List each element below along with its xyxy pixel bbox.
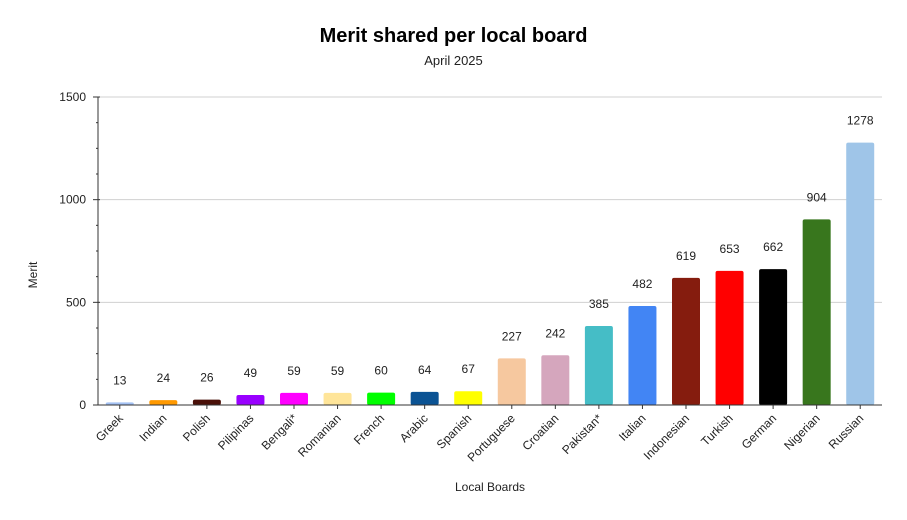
y-tick-label: 1000 [59,193,86,207]
data-label: 26 [200,371,214,385]
bar [584,325,613,405]
bar [846,142,875,406]
x-tick-label: Bengali* [259,411,301,453]
x-tick-label: Romanian [295,411,344,460]
bar [759,269,788,405]
bar [323,392,352,405]
x-tick-label: Indian [136,411,169,444]
data-label: 49 [244,366,258,380]
data-label: 59 [331,364,345,378]
y-axis-title: Merit [26,261,40,288]
data-label: 60 [374,364,388,378]
x-tick-label: Italian [616,411,649,444]
bar [715,270,744,405]
y-tick-label: 0 [79,398,86,412]
data-label: 64 [418,363,432,377]
bar [410,391,439,405]
bar [802,219,831,405]
bar [192,399,221,405]
labels: 0 500 1000 1500 13 Greek 24 Indian 26 Polish 49 Pil… [59,90,874,465]
bar [454,391,483,405]
x-axis-title: Local Boards [455,480,525,494]
bar [280,392,308,405]
axes [93,96,882,409]
x-tick-label: German [739,411,780,452]
x-tick-label: Greek [93,411,127,445]
x-tick-label: Indonesian [641,411,692,462]
chart-title: Merit shared per local board [319,25,588,47]
x-tick-label: Spanish [434,411,475,452]
data-label: 59 [287,364,301,378]
x-tick-label: Pilipinas [215,411,257,453]
y-tick-label: 500 [66,295,86,309]
bar [105,402,134,405]
bar [497,358,526,405]
bar [541,355,570,405]
bar [628,306,657,405]
x-tick-label: Arabic [397,411,431,445]
x-tick-label: Nigerian [781,411,823,453]
x-tick-label: Portuguese [465,411,519,465]
bar [149,400,178,405]
data-label: 227 [502,329,522,343]
bar [672,277,700,405]
data-label: 242 [545,326,565,340]
data-label: 24 [157,371,171,385]
data-label: 13 [113,373,127,387]
data-label: 653 [720,242,740,256]
data-label: 662 [763,240,783,254]
x-tick-label: French [351,411,387,447]
bars [105,142,875,406]
x-tick-label: Croatian [519,411,561,453]
data-label: 67 [462,362,476,376]
x-tick-label: Polish [180,411,213,444]
bar [236,394,265,405]
data-label: 482 [632,277,652,291]
gridlines [98,96,882,303]
data-label: 904 [807,190,827,204]
data-label: 385 [589,297,609,311]
x-tick-label: Pakistan* [559,411,605,457]
y-tick-label: 1500 [59,90,86,104]
x-tick-label: Russian [826,411,867,452]
data-label: 619 [676,249,696,263]
data-label: 1278 [847,114,874,128]
bar [367,392,396,405]
x-tick-label: Turkish [698,411,735,448]
chart-subtitle: April 2025 [424,53,483,68]
